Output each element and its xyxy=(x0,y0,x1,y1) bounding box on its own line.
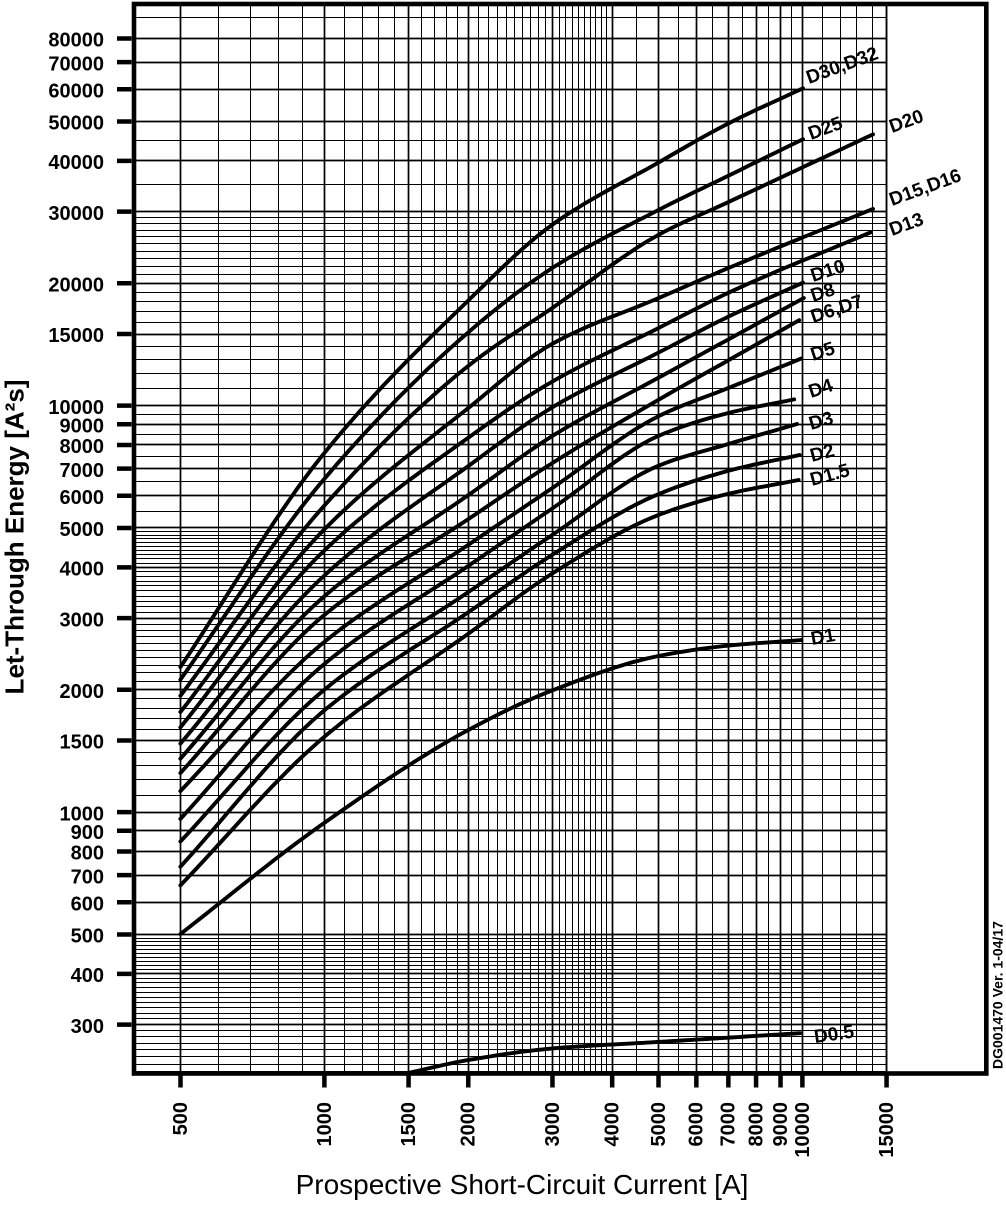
svg-text:50000: 50000 xyxy=(48,113,104,135)
svg-text:1500: 1500 xyxy=(60,732,105,754)
svg-text:400: 400 xyxy=(71,965,104,987)
svg-text:70000: 70000 xyxy=(48,53,104,75)
svg-text:300: 300 xyxy=(71,1016,104,1038)
svg-text:9000: 9000 xyxy=(60,415,105,437)
svg-text:500: 500 xyxy=(71,926,104,948)
svg-text:7000: 7000 xyxy=(718,1102,740,1147)
svg-text:15000: 15000 xyxy=(48,325,104,347)
svg-text:500: 500 xyxy=(170,1102,192,1135)
svg-text:20000: 20000 xyxy=(48,274,104,296)
svg-text:Let-Through Energy [A²s]: Let-Through Energy [A²s] xyxy=(0,380,30,695)
svg-text:4000: 4000 xyxy=(60,559,105,581)
svg-text:10000: 10000 xyxy=(48,397,104,419)
svg-text:1000: 1000 xyxy=(60,803,105,825)
svg-text:5000: 5000 xyxy=(60,519,105,541)
svg-text:4000: 4000 xyxy=(602,1102,624,1147)
svg-text:30000: 30000 xyxy=(48,203,104,225)
svg-text:D1: D1 xyxy=(809,625,837,650)
svg-text:6000: 6000 xyxy=(686,1102,708,1147)
svg-text:60000: 60000 xyxy=(48,81,104,103)
svg-text:15000: 15000 xyxy=(876,1102,898,1158)
svg-text:5000: 5000 xyxy=(648,1102,670,1147)
svg-text:900: 900 xyxy=(71,822,104,844)
svg-text:800: 800 xyxy=(71,843,104,865)
svg-text:6000: 6000 xyxy=(60,487,105,509)
svg-text:8000: 8000 xyxy=(746,1102,768,1147)
svg-text:600: 600 xyxy=(71,894,104,916)
svg-text:2000: 2000 xyxy=(60,681,105,703)
svg-text:3000: 3000 xyxy=(60,609,105,631)
svg-text:700: 700 xyxy=(71,866,104,888)
svg-text:8000: 8000 xyxy=(60,436,105,458)
svg-text:Prospective Short-Circuit Curr: Prospective Short-Circuit Current [A] xyxy=(296,1169,749,1200)
svg-text:40000: 40000 xyxy=(48,152,104,174)
svg-text:10000: 10000 xyxy=(792,1102,814,1158)
svg-text:7000: 7000 xyxy=(60,460,105,482)
svg-text:80000: 80000 xyxy=(48,30,104,52)
svg-text:2000: 2000 xyxy=(458,1102,480,1147)
svg-text:3000: 3000 xyxy=(542,1102,564,1147)
svg-text:DG001470 Ver. 1-04/17: DG001470 Ver. 1-04/17 xyxy=(990,921,1006,1069)
svg-text:1500: 1500 xyxy=(398,1102,420,1147)
svg-text:9000: 9000 xyxy=(770,1102,792,1147)
svg-text:1000: 1000 xyxy=(314,1102,336,1147)
